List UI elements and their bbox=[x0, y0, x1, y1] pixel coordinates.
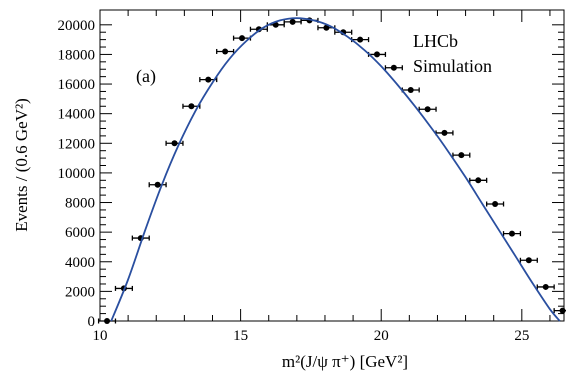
data-point bbox=[508, 230, 515, 237]
data-point bbox=[222, 48, 229, 55]
x-axis-title: m²(J/ψ π⁺) [GeV²] bbox=[282, 352, 408, 371]
y-tick-label: 20000 bbox=[58, 18, 96, 34]
data-point bbox=[205, 76, 212, 83]
x-tick-label: 10 bbox=[93, 328, 108, 344]
data-point bbox=[458, 152, 465, 159]
y-axis-title: Events / (0.6 GeV²) bbox=[12, 98, 31, 232]
data-point bbox=[104, 318, 111, 324]
y-tick-label: 18000 bbox=[58, 47, 96, 63]
x-tick-label: 15 bbox=[233, 328, 248, 344]
y-tick-label: 8000 bbox=[65, 196, 95, 212]
data-point bbox=[188, 103, 195, 110]
data-point bbox=[390, 64, 397, 71]
data-point bbox=[154, 181, 161, 188]
annotation-panel-label: (a) bbox=[136, 66, 156, 87]
annotation-lhcb: LHCb bbox=[413, 31, 458, 51]
data-point bbox=[424, 106, 431, 113]
data-point bbox=[525, 257, 532, 264]
annotation-simulation: Simulation bbox=[413, 56, 492, 76]
data-point bbox=[542, 283, 549, 290]
x-tick-label: 20 bbox=[374, 328, 389, 344]
y-tick-label: 16000 bbox=[58, 77, 96, 93]
data-point bbox=[559, 307, 566, 314]
x-tick-label: 25 bbox=[514, 328, 529, 344]
y-tick-label: 14000 bbox=[58, 107, 96, 123]
y-ticks: 0 2000 4000 6000 8000 10000 12000 14000 16000 180… bbox=[58, 18, 564, 330]
y-tick-label: 2000 bbox=[65, 284, 95, 300]
data-point bbox=[239, 35, 246, 42]
y-tick-label: 12000 bbox=[58, 136, 96, 152]
data-point bbox=[492, 201, 499, 208]
data-point bbox=[373, 51, 380, 58]
x-ticks: 10 15 20 25 bbox=[93, 10, 551, 344]
data-point bbox=[272, 21, 279, 28]
fit-curve bbox=[110, 17, 561, 322]
data-points bbox=[97, 17, 566, 324]
data-point bbox=[357, 36, 364, 43]
data-point bbox=[171, 140, 178, 147]
data-point bbox=[323, 24, 330, 31]
data-point bbox=[289, 18, 296, 25]
y-tick-label: 6000 bbox=[65, 225, 95, 241]
y-tick-label: 10000 bbox=[58, 166, 96, 182]
data-point bbox=[441, 129, 448, 136]
data-point bbox=[407, 86, 414, 93]
data-point bbox=[475, 177, 482, 184]
y-tick-label: 4000 bbox=[65, 255, 95, 271]
y-tick-label: 0 bbox=[88, 314, 96, 330]
